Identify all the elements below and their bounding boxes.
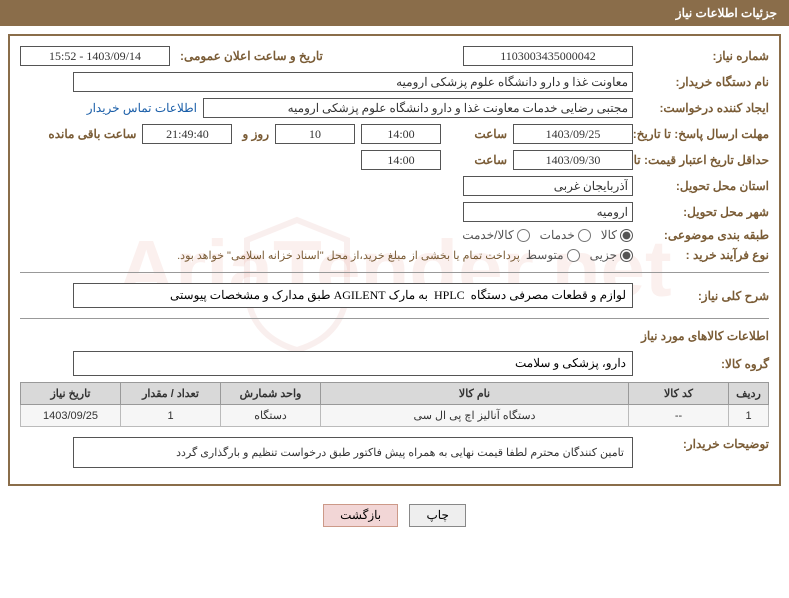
col-unit: واحد شمارش [221,383,321,405]
cell-code: -- [629,405,729,427]
city-label: شهر محل تحویل: [639,205,769,219]
cell-date: 1403/09/25 [21,405,121,427]
buyer-note-box: تامین کنندگان محترم لطفا قیمت نهایی به ه… [73,437,633,468]
process-label: نوع فرآیند خرید : [639,248,769,262]
footer-actions: چاپ بازگشت [0,494,789,537]
items-table: ردیف کد کالا نام کالا واحد شمارش تعداد /… [20,382,769,427]
category-label: طبقه بندی موضوعی: [639,228,769,242]
process-jozi-option[interactable]: جزیی [590,248,633,262]
publish-date-label: تاریخ و ساعت اعلان عمومی: [176,49,323,63]
remaining-time-field [142,124,232,144]
cell-name: دستگاه آنالیز اچ پی ال سی [321,405,629,427]
need-number-label: شماره نیاز: [639,49,769,63]
deadline-time-label: ساعت [447,127,507,141]
col-code: کد کالا [629,383,729,405]
city-field [463,202,633,222]
general-desc-field [73,283,633,308]
category-radio-group: کالا خدمات کالا/خدمت [462,228,633,242]
section-divider-1 [20,272,769,273]
payment-note: پرداخت تمام یا بخشی از مبلغ خرید،از محل … [177,249,520,262]
items-section-title: اطلاعات کالاهای مورد نیاز [20,329,769,343]
publish-date-field [20,46,170,66]
back-button[interactable]: بازگشت [323,504,398,527]
details-panel: شماره نیاز: تاریخ و ساعت اعلان عمومی: نا… [8,34,781,486]
process-radio-group: جزیی متوسط [526,248,633,262]
province-field [463,176,633,196]
table-row: 1 -- دستگاه آنالیز اچ پی ال سی دستگاه 1 … [21,405,769,427]
remaining-suffix-label: ساعت باقی مانده [44,127,136,141]
deadline-time-field [361,124,441,144]
validity-label: حداقل تاریخ اعتبار قیمت: تا تاریخ: [639,153,769,167]
validity-time-label: ساعت [447,153,507,167]
col-radif: ردیف [729,383,769,405]
category-kalakhadmat-option[interactable]: کالا/خدمت [462,228,529,242]
deadline-date-field [513,124,633,144]
requester-label: ایجاد کننده درخواست: [639,101,769,115]
group-label: گروه کالا: [639,357,769,371]
cell-unit: دستگاه [221,405,321,427]
category-khadamat-option[interactable]: خدمات [540,228,591,242]
validity-date-field [513,150,633,170]
buyer-contact-link[interactable]: اطلاعات تماس خریدار [87,101,197,115]
col-date: تاریخ نیاز [21,383,121,405]
province-label: استان محل تحویل: [639,179,769,193]
cell-radif: 1 [729,405,769,427]
validity-time-field [361,150,441,170]
remaining-days-field [275,124,355,144]
days-suffix-label: روز و [238,127,269,141]
requester-field [203,98,633,118]
category-kala-option[interactable]: کالا [601,228,633,242]
section-divider-2 [20,318,769,319]
deadline-label: مهلت ارسال پاسخ: تا تاریخ: [639,127,769,141]
need-number-field [463,46,633,66]
cell-qty: 1 [121,405,221,427]
buyer-org-field [73,72,633,92]
process-motovaset-option[interactable]: متوسط [526,248,580,262]
print-button[interactable]: چاپ [409,504,465,527]
col-name: نام کالا [321,383,629,405]
col-qty: تعداد / مقدار [121,383,221,405]
page-header: جزئیات اطلاعات نیاز [0,0,789,26]
buyer-note-label: توضیحات خریدار: [639,437,769,451]
general-desc-label: شرح کلی نیاز: [639,289,769,303]
group-field [73,351,633,376]
buyer-org-label: نام دستگاه خریدار: [639,75,769,89]
